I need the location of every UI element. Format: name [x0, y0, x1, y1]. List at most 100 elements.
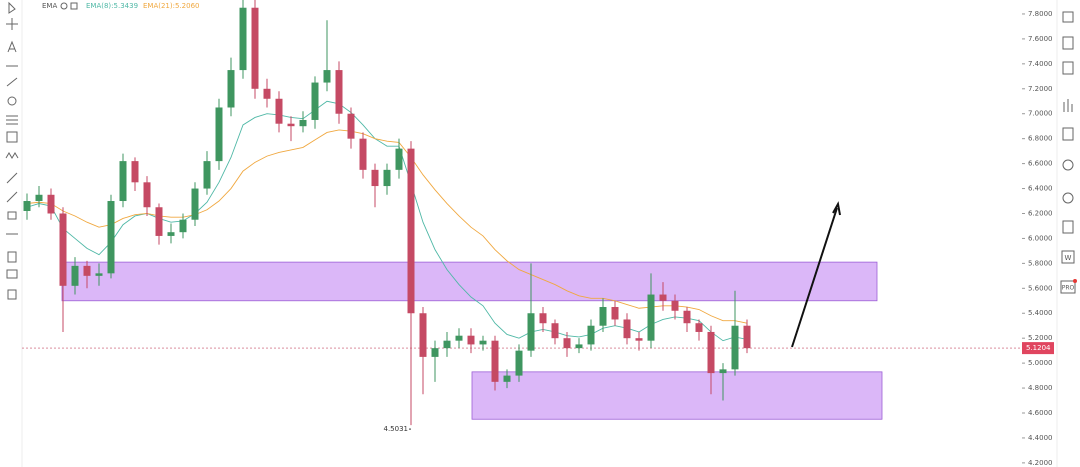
candle-body: [551, 323, 559, 339]
candle-body: [383, 169, 391, 187]
candle-body: [455, 335, 463, 341]
text-tool[interactable]: [7, 40, 17, 53]
ema-line: [26, 100, 748, 342]
y-tick-label: 7.4000: [1028, 60, 1053, 68]
w-label: W: [1065, 254, 1072, 262]
candle-body: [467, 335, 475, 345]
candle-body: [743, 325, 751, 349]
candle-body: [167, 232, 175, 236]
lock-tool[interactable]: [7, 211, 17, 220]
candle-body: [683, 310, 691, 324]
candle-body: [251, 7, 259, 89]
pen-tool[interactable]: [6, 191, 18, 203]
pro-badge: [1073, 279, 1077, 283]
candle-body: [347, 113, 355, 139]
data-icon[interactable]: [1063, 99, 1073, 112]
candle-body: [563, 338, 571, 349]
candle-body: [143, 182, 151, 208]
candle-body: [35, 194, 43, 202]
last-price-label: 5.1204: [1026, 344, 1051, 352]
candle-body: [155, 207, 163, 236]
candle-body: [671, 300, 679, 311]
header: EMA EMA(8):5.3439 EMA(21):5.2060: [42, 2, 199, 10]
visibility-icon[interactable]: [60, 2, 68, 10]
arrow-head: [832, 201, 841, 216]
news-icon[interactable]: [1062, 61, 1074, 75]
y-tick-label: 7.8000: [1028, 10, 1053, 18]
indicator-name: EMA: [42, 2, 57, 10]
y-tick-label: 5.2000: [1028, 334, 1053, 342]
y-tick-label: 4.2000: [1028, 459, 1053, 467]
candle-body: [227, 70, 235, 108]
y-tick-label: 6.6000: [1028, 160, 1053, 168]
zone: [471, 371, 883, 420]
candle-body: [119, 161, 127, 202]
candle-body: [479, 340, 487, 345]
candle-body: [623, 319, 631, 339]
candle-body: [179, 219, 187, 233]
candle-body: [263, 88, 271, 99]
layers-tool[interactable]: [7, 251, 17, 263]
calendar-icon[interactable]: [1062, 220, 1074, 234]
candle-body: [635, 338, 643, 341]
ema8-label: EMA(8):5.3439: [86, 2, 138, 10]
watchlist-icon[interactable]: [1062, 11, 1074, 23]
left-toolbar: [5, 0, 23, 467]
y-tick-label: 4.4000: [1028, 434, 1053, 442]
trend-tool[interactable]: [6, 77, 18, 87]
brush-tool[interactable]: [6, 172, 18, 184]
ideas-icon[interactable]: [1062, 192, 1074, 204]
candle-body: [287, 123, 295, 127]
pattern-tool[interactable]: [5, 152, 19, 159]
alerts-icon[interactable]: [1062, 36, 1074, 50]
plot: 4.2000 4.4000 4.6000 4.8000 5.0000 5.2000 5.40…: [22, 0, 1054, 467]
candle-body: [407, 148, 415, 314]
pro-icon[interactable]: [1060, 280, 1076, 294]
candle-body: [59, 213, 67, 286]
candle-body: [611, 307, 619, 320]
notes-icon[interactable]: [1062, 127, 1074, 141]
clock-icon[interactable]: [1062, 159, 1074, 171]
gann-tool[interactable]: [6, 131, 18, 143]
pro-label: PRO: [1062, 285, 1075, 292]
candle-body: [503, 375, 511, 382]
y-tick-label: 7.0000: [1028, 110, 1053, 118]
candle-body: [215, 107, 223, 162]
candle-body: [71, 265, 79, 286]
y-tick-label: 5.4000: [1028, 309, 1053, 317]
y-tick-label: 4.6000: [1028, 409, 1053, 417]
candle-body: [131, 161, 139, 183]
y-tick-label: 5.6000: [1028, 284, 1053, 292]
candle-body: [239, 7, 247, 71]
candle-body: [371, 169, 379, 187]
candle-body: [515, 350, 523, 376]
shape-tool[interactable]: [7, 96, 17, 106]
candle-body: [491, 340, 499, 382]
candle-body: [527, 313, 535, 351]
y-tick-label: 7.6000: [1028, 35, 1053, 43]
candle-body: [335, 70, 343, 114]
last-price-box: [1022, 342, 1054, 355]
candle-body: [275, 98, 283, 124]
trash-tool[interactable]: [7, 289, 17, 300]
crosshair-tool[interactable]: [6, 18, 18, 30]
candle-body: [599, 307, 607, 326]
candle-body: [647, 294, 655, 341]
candle-body: [359, 138, 367, 170]
cursor-tool[interactable]: [8, 1, 16, 14]
y-tick-label: 4.8000: [1028, 384, 1053, 392]
candle-body: [47, 194, 55, 214]
ema21-label: EMA(21):5.2060: [143, 2, 199, 10]
candle-body: [575, 344, 583, 349]
fib-tool[interactable]: [6, 115, 18, 125]
settings-icon[interactable]: [70, 2, 78, 10]
w-icon[interactable]: [1061, 250, 1075, 264]
y-tick-label: 5.8000: [1028, 259, 1053, 267]
candle-body: [731, 325, 739, 370]
candle-body: [203, 161, 211, 189]
candle-body: [431, 348, 439, 357]
y-tick-label: 6.4000: [1028, 185, 1053, 193]
object-tool[interactable]: [6, 269, 18, 279]
candle-body: [299, 119, 307, 127]
